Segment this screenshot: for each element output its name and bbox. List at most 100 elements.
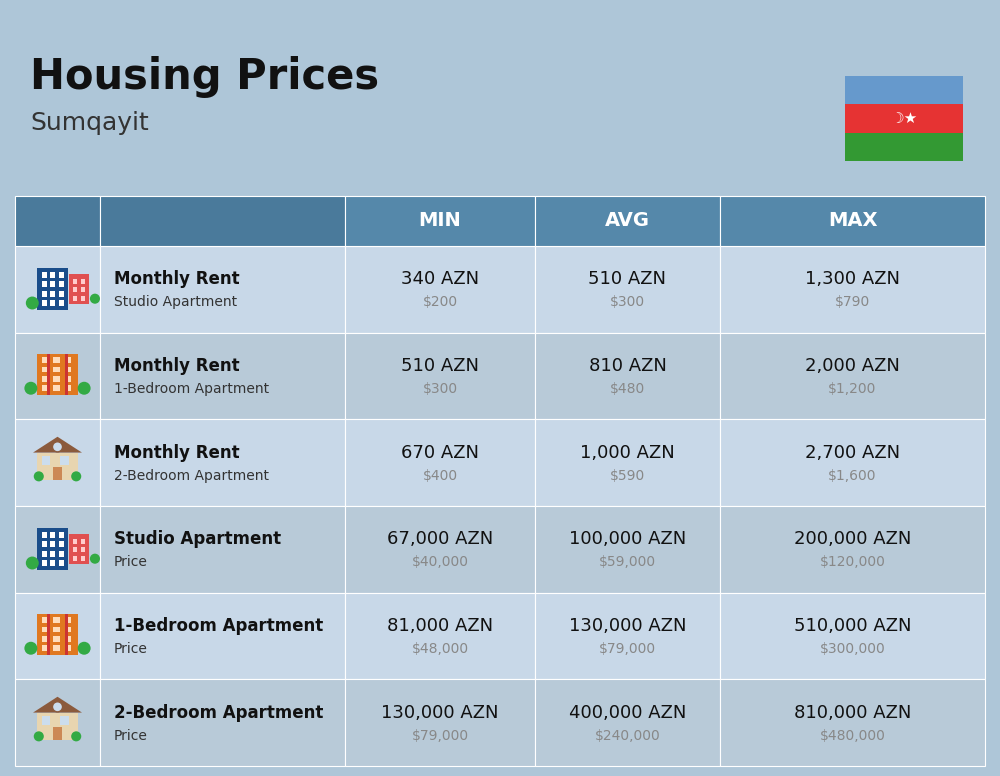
Circle shape [34,471,44,481]
Text: 2-Bedroom Apartment: 2-Bedroom Apartment [114,704,323,722]
Bar [100,506,345,593]
Bar [345,419,535,506]
Text: AVG: AVG [605,212,650,230]
Bar [345,333,535,419]
Text: 2-Bedroom Apartment: 2-Bedroom Apartment [114,469,269,483]
Bar [42,617,48,623]
Text: 81,000 AZN: 81,000 AZN [387,617,493,635]
Bar [345,506,535,593]
Bar [53,636,60,642]
Text: $480: $480 [610,382,645,396]
Bar [42,560,47,566]
Bar [42,627,48,632]
Bar [720,333,985,419]
Bar [535,333,720,419]
Bar [100,196,345,246]
Bar [15,419,100,506]
Text: 67,000 AZN: 67,000 AZN [387,530,493,549]
Text: $48,000: $48,000 [411,642,469,656]
Bar [53,727,62,740]
Text: 200,000 AZN: 200,000 AZN [794,530,911,549]
Bar [53,467,62,480]
Bar [345,593,535,679]
Bar [37,354,78,396]
Bar [720,196,985,246]
Circle shape [78,382,91,395]
Bar [59,282,64,287]
Bar [50,300,55,306]
Bar [81,279,85,283]
Text: 340 AZN: 340 AZN [401,270,479,289]
Bar [845,104,963,133]
Bar [42,636,48,642]
Bar [65,646,71,651]
Bar [845,133,963,161]
Bar [73,539,77,543]
Text: Studio Apartment: Studio Apartment [114,296,237,310]
Circle shape [78,642,91,655]
Bar [42,532,47,538]
Bar [65,614,68,656]
Bar [65,376,71,382]
Text: 1,000 AZN: 1,000 AZN [580,444,675,462]
Circle shape [52,442,63,452]
Circle shape [71,471,81,481]
Bar [845,76,963,104]
Text: Studio Apartment: Studio Apartment [114,530,281,549]
Text: $300: $300 [610,296,645,310]
Bar [720,246,985,333]
Bar [53,627,60,632]
Bar [42,376,48,382]
Bar [81,296,85,301]
Bar [73,296,77,301]
Bar [53,617,60,623]
Bar [37,528,68,570]
Bar [47,354,50,396]
Bar [37,712,78,740]
Text: $200: $200 [422,296,458,310]
Circle shape [52,702,63,712]
Bar [73,279,77,283]
Bar [65,617,71,623]
Bar [345,679,535,766]
Text: 130,000 AZN: 130,000 AZN [381,704,499,722]
Bar [37,452,78,480]
Text: 2,700 AZN: 2,700 AZN [805,444,900,462]
Bar [15,246,100,333]
Bar [100,419,345,506]
Text: $79,000: $79,000 [599,642,656,656]
Text: 810,000 AZN: 810,000 AZN [794,704,911,722]
Bar [535,593,720,679]
Text: Monthly Rent: Monthly Rent [114,357,240,375]
Text: $120,000: $120,000 [820,556,885,570]
Bar [53,646,60,651]
Bar [37,614,78,656]
Circle shape [24,382,37,395]
Bar [60,716,69,725]
Bar [720,679,985,766]
Bar [65,386,71,391]
Bar [42,542,47,547]
Bar [50,291,55,296]
Text: Housing Prices: Housing Prices [30,56,379,98]
Bar [81,547,85,553]
Bar [53,357,60,363]
Bar [59,551,64,556]
Bar [535,246,720,333]
Bar [65,627,71,632]
Text: 1-Bedroom Apartment: 1-Bedroom Apartment [114,617,323,635]
Circle shape [26,556,39,570]
Bar [100,333,345,419]
Text: $79,000: $79,000 [411,729,469,743]
Text: Monthly Rent: Monthly Rent [114,444,240,462]
Polygon shape [33,697,82,712]
Bar [47,614,50,656]
Bar [50,272,55,278]
Bar [15,593,100,679]
Bar [42,357,48,363]
Text: $40,000: $40,000 [412,556,468,570]
Text: Price: Price [114,642,148,656]
Bar [42,300,47,306]
Bar [100,593,345,679]
Bar [60,456,69,465]
